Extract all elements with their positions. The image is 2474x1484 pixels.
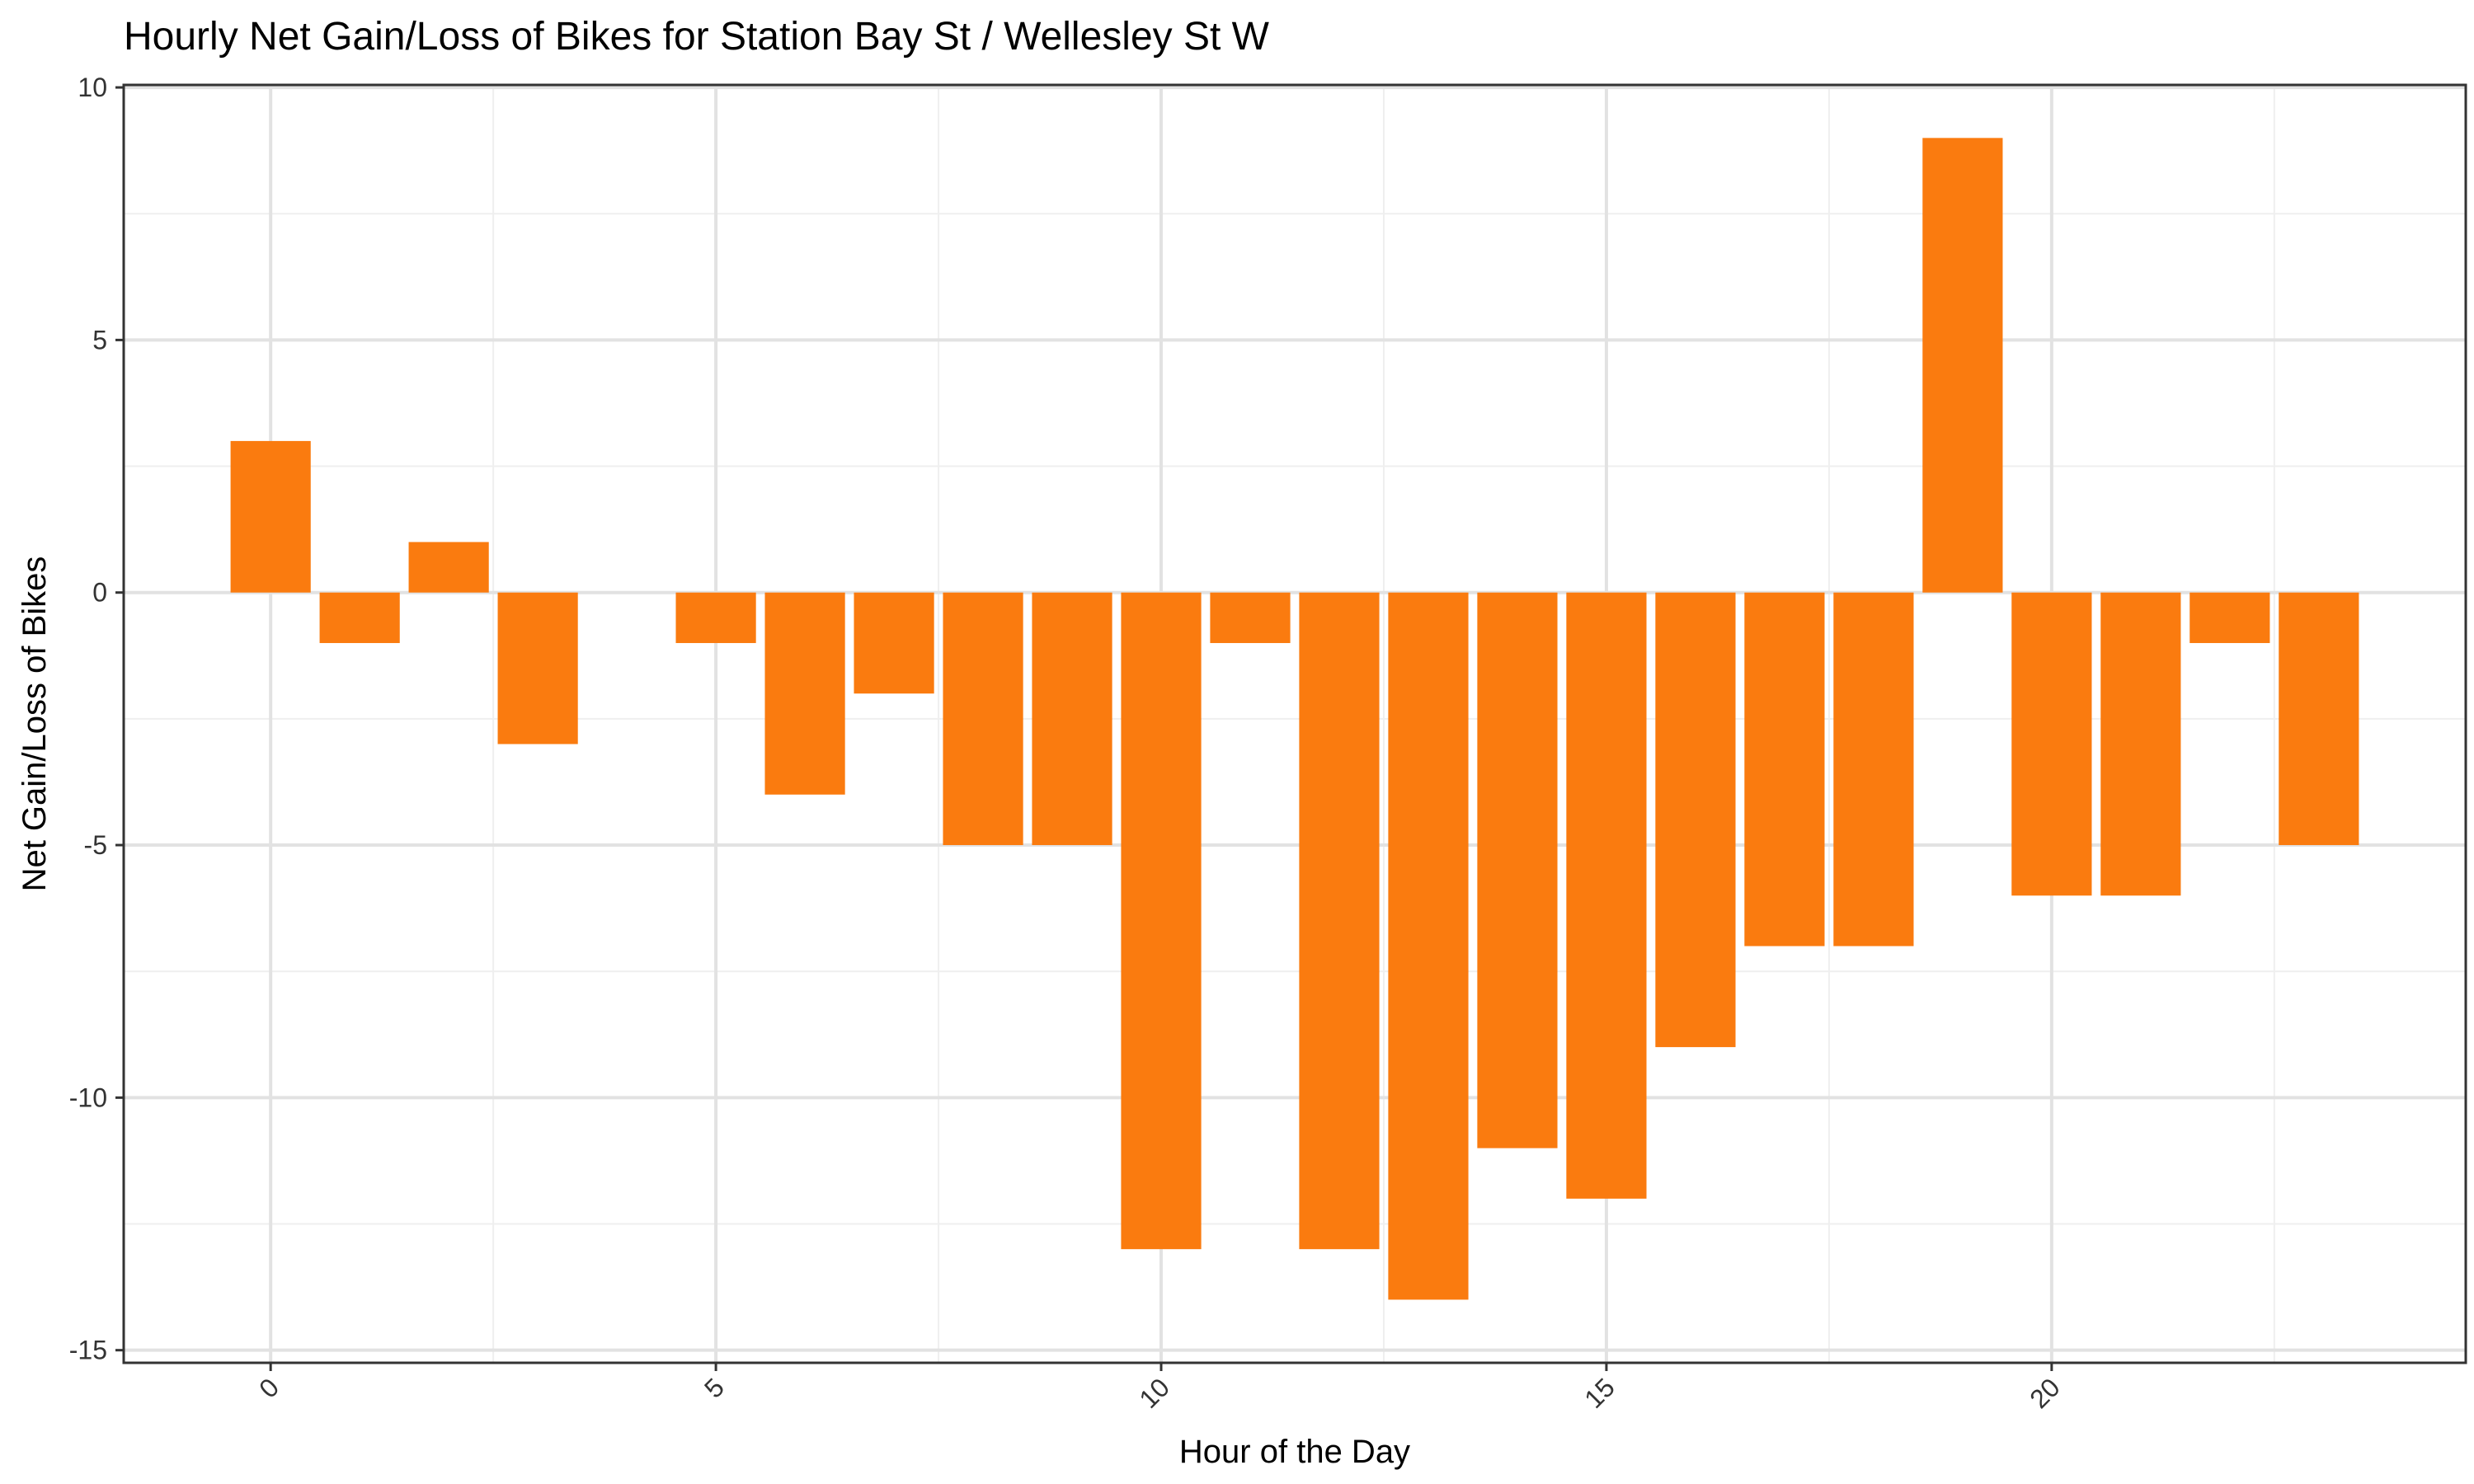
bar — [1744, 592, 1825, 946]
bars — [230, 138, 2359, 1300]
x-tick-label: 15 — [1578, 1372, 1620, 1414]
bar — [1210, 592, 1291, 643]
bar — [497, 592, 578, 744]
bar — [1032, 592, 1112, 846]
x-tick-label: 10 — [1133, 1372, 1175, 1414]
bar — [1299, 592, 1380, 1250]
bar — [1833, 592, 1914, 946]
y-axis-ticks: 10 5 0 -5 -10 -15 — [69, 73, 124, 1365]
bar — [319, 592, 400, 643]
y-tick-label: 5 — [92, 325, 107, 355]
bar — [1566, 592, 1647, 1199]
bar — [2189, 592, 2270, 643]
bar — [230, 440, 311, 593]
plot-frame — [122, 83, 2467, 1364]
x-tick-label: 5 — [698, 1372, 730, 1403]
x-axis-title: Hour of the Day — [1179, 1434, 1410, 1470]
bar — [1655, 592, 1736, 1048]
y-tick-label: 10 — [78, 73, 107, 102]
bar — [943, 592, 1023, 846]
bar — [764, 592, 845, 795]
x-tick-label: 20 — [2024, 1372, 2066, 1414]
bar — [675, 592, 756, 643]
bar — [1121, 592, 1202, 1250]
chart-title: Hourly Net Gain/Loss of Bikes for Statio… — [124, 15, 1270, 59]
bar — [2011, 592, 2092, 896]
bar — [854, 592, 934, 694]
bar — [408, 542, 489, 593]
y-tick-label: -10 — [69, 1082, 107, 1112]
x-tick-label: 0 — [253, 1372, 285, 1403]
y-tick-label: -15 — [69, 1336, 107, 1365]
y-tick-label: -5 — [84, 830, 107, 860]
bar — [1477, 592, 1558, 1148]
x-axis-ticks: 0 5 10 15 20 — [253, 1363, 2066, 1414]
y-axis-title: Net Gain/Loss of Bikes — [16, 556, 53, 892]
bar — [1388, 592, 1469, 1300]
bar — [2100, 592, 2181, 896]
bar — [1922, 138, 2003, 593]
bar — [2279, 592, 2359, 846]
y-tick-label: 0 — [92, 578, 107, 608]
